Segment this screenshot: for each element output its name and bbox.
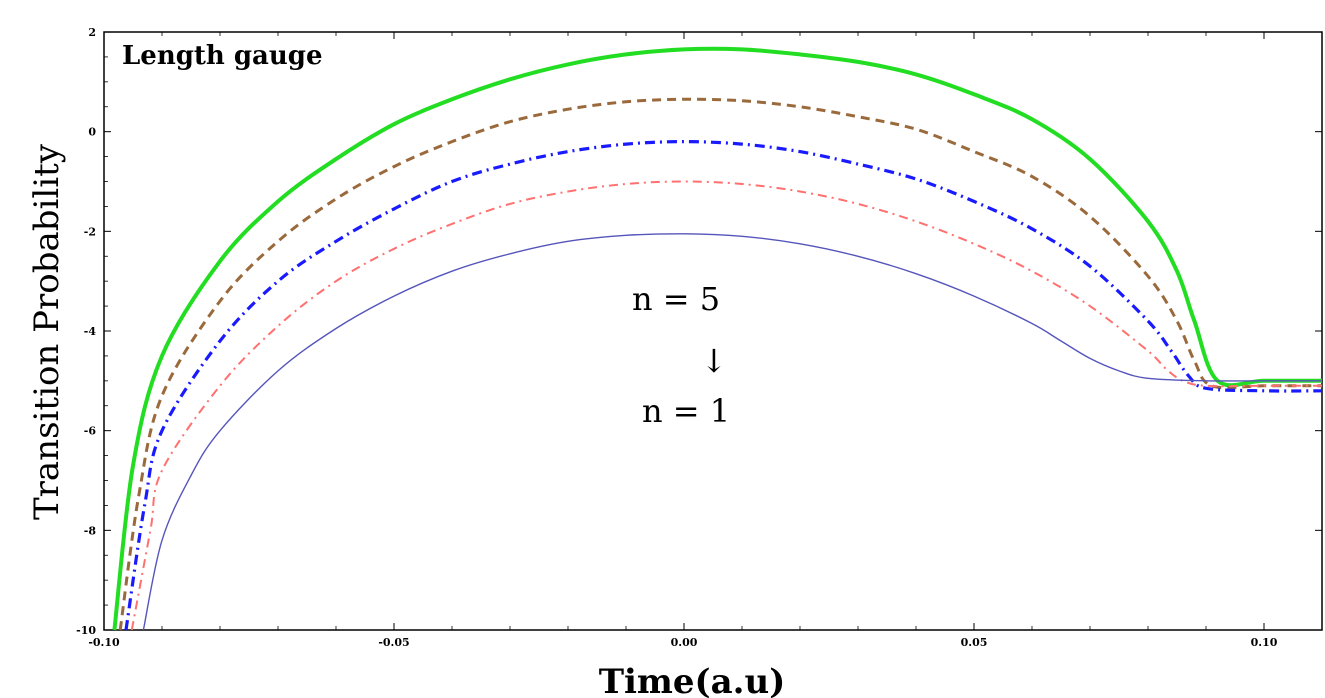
panel-label: Length gauge: [122, 41, 323, 71]
x-tick-label: -0.10: [88, 636, 120, 649]
x-tick-label: 0.10: [1251, 636, 1278, 649]
y-tick-label: -6: [84, 425, 97, 438]
x-tick-label: 0.05: [961, 636, 988, 649]
series-line-3: [124, 140, 1323, 631]
y-axis-ticks: 2 0 -2 -4 -6 -8 -10: [76, 26, 1322, 637]
y-tick-label: -4: [84, 325, 97, 338]
series-layer: [112, 46, 1323, 631]
series-line-5: [142, 233, 1322, 631]
y-tick-label: 2: [88, 26, 96, 39]
series-line-1: [112, 46, 1322, 631]
y-tick-label: -8: [84, 524, 97, 537]
x-axis-ticks: -0.10 -0.05 0.00 0.05 0.10: [88, 32, 1323, 649]
y-tick-label: 0: [88, 126, 96, 139]
series-line-4: [130, 180, 1322, 631]
annotation-n1: n = 1: [642, 392, 730, 430]
y-tick-label: -10: [76, 624, 96, 637]
series-line-2: [118, 97, 1322, 631]
y-tick-label: -2: [84, 225, 96, 238]
x-tick-label: 0.00: [671, 636, 698, 649]
x-tick-label: -0.05: [378, 636, 409, 649]
plot-frame: [103, 31, 1323, 631]
annotation-arrow: ↓: [701, 342, 728, 380]
annotation-n5: n = 5: [632, 280, 720, 318]
x-axis-title: Time(a.u): [599, 662, 786, 698]
y-axis-title: Transition Probability: [27, 143, 67, 520]
